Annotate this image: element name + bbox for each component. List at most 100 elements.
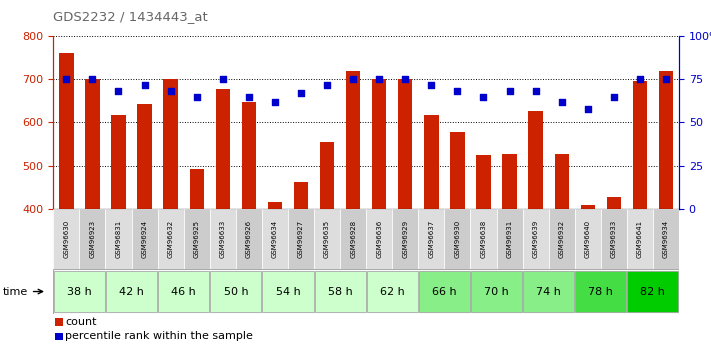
Text: GSM96928: GSM96928	[350, 220, 356, 258]
Text: GSM96925: GSM96925	[193, 220, 200, 258]
Text: GSM96930: GSM96930	[454, 220, 461, 258]
Bar	[320, 142, 334, 345]
Text: GSM96638: GSM96638	[481, 220, 486, 258]
Bar	[132, 209, 158, 269]
Bar	[476, 155, 491, 345]
Bar	[314, 271, 365, 312]
Text: GSM96929: GSM96929	[402, 220, 408, 258]
Point	[582, 106, 594, 111]
Bar	[528, 111, 542, 345]
Bar	[340, 209, 366, 269]
Bar	[627, 209, 653, 269]
Bar	[262, 209, 288, 269]
Text: 46 h: 46 h	[171, 287, 196, 296]
Point	[504, 89, 515, 94]
Point	[165, 89, 176, 94]
Text: GSM96927: GSM96927	[298, 220, 304, 258]
Bar	[633, 81, 647, 345]
Text: GSM96831: GSM96831	[115, 220, 122, 258]
Bar	[55, 333, 63, 340]
Bar	[158, 271, 209, 312]
Text: GSM96637: GSM96637	[428, 220, 434, 258]
Bar	[215, 89, 230, 345]
Point	[217, 77, 228, 82]
Text: GSM96640: GSM96640	[584, 220, 591, 258]
Bar	[601, 209, 627, 269]
Point	[478, 94, 489, 99]
Point	[451, 89, 463, 94]
Text: GDS2232 / 1434443_at: GDS2232 / 1434443_at	[53, 10, 208, 23]
Text: GSM96926: GSM96926	[246, 220, 252, 258]
Bar	[366, 209, 392, 269]
Bar	[55, 318, 63, 326]
Bar	[574, 209, 601, 269]
Bar	[424, 115, 439, 345]
Bar	[137, 104, 151, 345]
Point	[139, 82, 150, 87]
Bar	[659, 71, 673, 345]
Text: 82 h: 82 h	[641, 287, 665, 296]
Bar	[575, 271, 626, 312]
Bar	[288, 209, 314, 269]
Bar	[419, 271, 470, 312]
Point	[269, 99, 281, 105]
Text: 50 h: 50 h	[223, 287, 248, 296]
Bar	[450, 132, 464, 345]
Point	[373, 77, 385, 82]
Point	[661, 77, 672, 82]
Point	[400, 77, 411, 82]
Text: GSM96924: GSM96924	[141, 220, 148, 258]
Bar	[54, 271, 105, 312]
Bar	[653, 209, 679, 269]
Point	[295, 90, 306, 96]
Bar	[53, 209, 80, 269]
Bar	[523, 209, 549, 269]
Text: 62 h: 62 h	[380, 287, 405, 296]
Text: 70 h: 70 h	[484, 287, 509, 296]
Bar	[471, 209, 496, 269]
Text: GSM96635: GSM96635	[324, 220, 330, 258]
Point	[113, 89, 124, 94]
Point	[426, 82, 437, 87]
Point	[348, 77, 359, 82]
Bar	[346, 71, 360, 345]
Text: GSM96630: GSM96630	[63, 220, 70, 258]
Bar	[85, 79, 100, 345]
Bar	[80, 209, 105, 269]
Text: percentile rank within the sample: percentile rank within the sample	[65, 331, 253, 341]
Bar	[183, 209, 210, 269]
Text: GSM96632: GSM96632	[168, 220, 173, 258]
Bar	[581, 205, 595, 345]
Text: GSM96932: GSM96932	[559, 220, 565, 258]
Text: GSM96633: GSM96633	[220, 220, 226, 258]
Text: GSM96931: GSM96931	[506, 220, 513, 258]
Text: 66 h: 66 h	[432, 287, 456, 296]
Bar	[294, 181, 308, 345]
Point	[556, 99, 567, 105]
Bar	[444, 209, 471, 269]
Text: GSM96641: GSM96641	[637, 220, 643, 258]
Bar	[503, 154, 517, 345]
Bar	[112, 115, 126, 345]
Bar	[105, 209, 132, 269]
Text: 74 h: 74 h	[536, 287, 561, 296]
Text: 58 h: 58 h	[328, 287, 353, 296]
Bar	[268, 202, 282, 345]
Text: GSM96634: GSM96634	[272, 220, 278, 258]
Text: 42 h: 42 h	[119, 287, 144, 296]
Text: time: time	[3, 287, 43, 296]
Point	[321, 82, 333, 87]
Point	[634, 77, 646, 82]
Bar	[242, 102, 256, 345]
Text: GSM96639: GSM96639	[533, 220, 539, 258]
Bar	[549, 209, 574, 269]
Point	[243, 94, 255, 99]
Bar	[372, 79, 386, 345]
Bar	[164, 79, 178, 345]
Text: count: count	[65, 317, 97, 327]
Point	[191, 94, 203, 99]
Bar	[606, 197, 621, 345]
Bar	[314, 209, 340, 269]
Text: GSM96923: GSM96923	[90, 220, 95, 258]
Text: GSM96933: GSM96933	[611, 220, 617, 258]
